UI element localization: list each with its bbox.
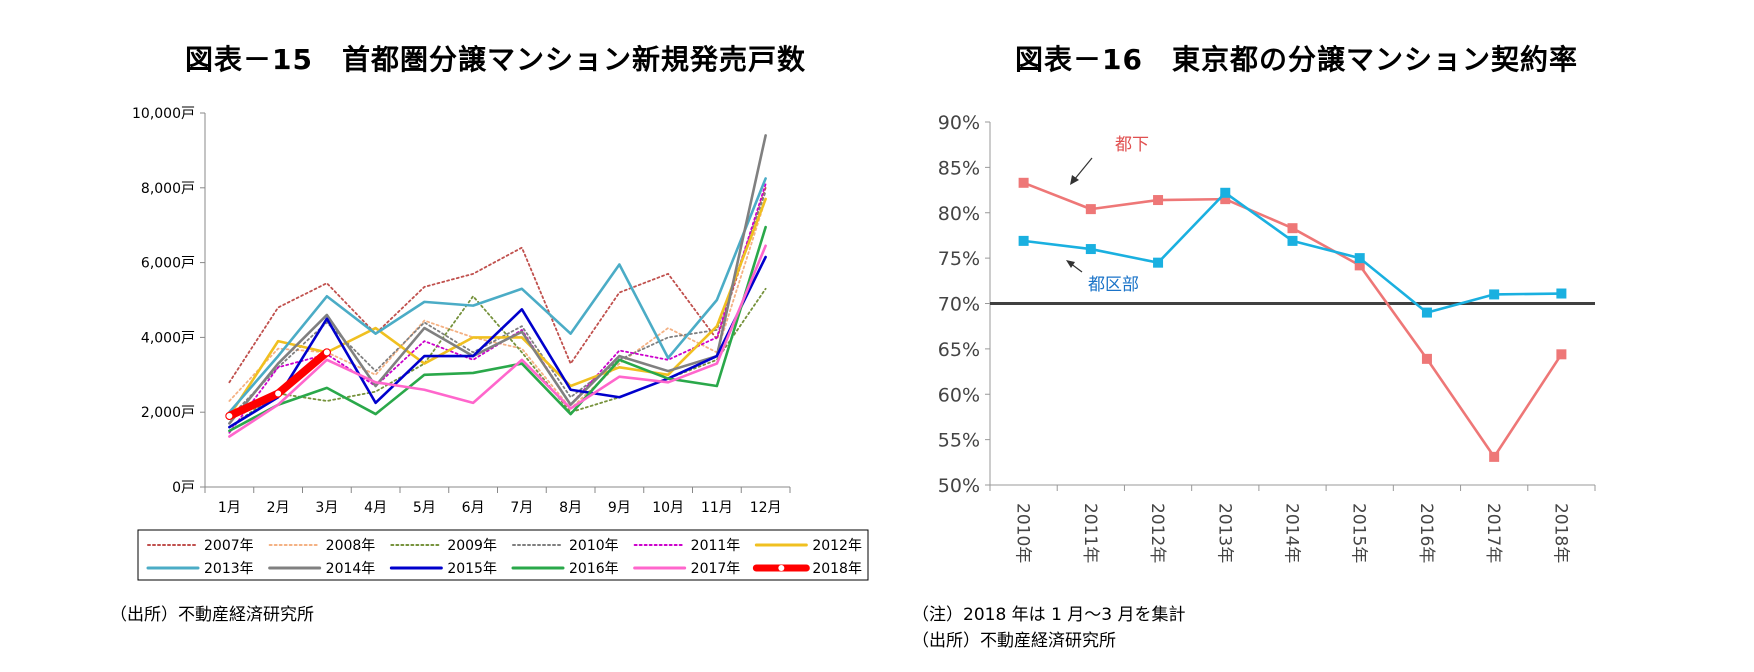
series-point-都区部 xyxy=(1421,307,1432,318)
series-line-2012年 xyxy=(228,197,767,418)
x-tick-label: 2014年 xyxy=(1282,503,1302,563)
right-chart-panel: 図表－16 東京都の分譲マンション契約率 50% 55% 60% 65% 70% 75% 8… xyxy=(900,0,1754,672)
series-line-2011年 xyxy=(228,183,767,434)
y-tick-label: 6,000戸 xyxy=(141,256,195,272)
y-tick-label: 0戸 xyxy=(172,480,195,496)
series-point-都区部 xyxy=(1287,235,1298,246)
x-tick-label: 1月 xyxy=(218,500,241,516)
legend-label: 2012年 xyxy=(812,538,862,554)
y-tick-label: 65% xyxy=(938,339,980,361)
x-tick-label: 5月 xyxy=(413,500,436,516)
annotation-arrowhead-toka xyxy=(1070,175,1079,185)
series-line-2014年 xyxy=(228,134,767,425)
x-tick-label: 9月 xyxy=(608,500,631,516)
series-point-都下 xyxy=(1489,451,1500,462)
series-point-都区部 xyxy=(1354,253,1365,264)
x-tick-label: 10月 xyxy=(652,500,684,516)
series-line-2013年 xyxy=(228,177,767,414)
legend-label: 2011年 xyxy=(691,538,741,554)
series-point-都下 xyxy=(1085,204,1096,215)
series-point-都区部 xyxy=(1489,289,1500,300)
series-point-2018年 xyxy=(322,348,331,357)
series-point-2018年 xyxy=(274,389,283,398)
series-line-2016年 xyxy=(228,225,767,433)
series-point-都下 xyxy=(1153,195,1164,206)
x-tick-label: 2013年 xyxy=(1214,503,1234,563)
series-line-2007年 xyxy=(228,186,767,384)
series-point-都区部 xyxy=(1018,235,1029,246)
x-tick-label: 2012年 xyxy=(1147,503,1167,563)
x-tick-label: 12月 xyxy=(750,500,782,516)
series-point-都区部 xyxy=(1085,244,1096,255)
legend-swatch-dot xyxy=(778,565,785,571)
x-tick-label: 4月 xyxy=(364,500,387,516)
series-point-都下 xyxy=(1354,260,1365,271)
right-chart-title: 図表－16 東京都の分譲マンション契約率 xyxy=(1015,43,1578,76)
legend-label: 2014年 xyxy=(326,561,376,577)
x-tick-label: 2016年 xyxy=(1416,503,1436,563)
legend-box xyxy=(137,529,869,581)
legend-label: 2007年 xyxy=(204,538,254,554)
x-tick-label: 2018年 xyxy=(1550,503,1570,563)
legend-label: 2013年 xyxy=(204,561,254,577)
y-tick-label: 10,000戸 xyxy=(132,106,195,122)
annotation-arrow-toka xyxy=(1073,157,1093,181)
annotation-arrowhead-kubu xyxy=(1066,260,1075,268)
series-point-都区部 xyxy=(1220,187,1231,198)
series-point-2018年 xyxy=(225,411,234,420)
y-tick-label: 85% xyxy=(938,157,980,179)
legend-label: 2016年 xyxy=(569,561,619,577)
x-tick-label: 2月 xyxy=(267,500,290,516)
y-tick-label: 60% xyxy=(938,384,980,406)
series-point-都区部 xyxy=(1556,288,1567,299)
x-tick-label: 8月 xyxy=(559,500,582,516)
legend-label: 2015年 xyxy=(447,561,497,577)
legend-label: 2009年 xyxy=(447,538,497,554)
y-tick-label: 90% xyxy=(938,112,980,134)
x-tick-label: 11月 xyxy=(701,500,733,516)
x-tick-label: 2010年 xyxy=(1013,503,1033,563)
y-tick-label: 50% xyxy=(938,475,980,497)
series-point-都下 xyxy=(1018,177,1029,188)
series-point-都下 xyxy=(1421,353,1432,364)
x-tick-label: 2017年 xyxy=(1483,503,1503,563)
series-point-都下 xyxy=(1556,349,1567,360)
legend-label: 2018年 xyxy=(812,561,862,577)
legend-label: 2008年 xyxy=(326,538,376,554)
y-tick-label: 55% xyxy=(938,430,980,452)
right-footnote: （注）2018 年は 1 月～3 月を集計 xyxy=(912,605,1186,625)
legend-label: 2010年 xyxy=(569,538,619,554)
x-tick-label: 2015年 xyxy=(1349,503,1369,563)
y-tick-label: 70% xyxy=(938,294,980,316)
left-chart-panel: 図表－15 首都圏分譲マンション新規発売戸数 0戸 2,000戸 4,000戸 6,0… xyxy=(110,43,869,625)
series-point-都下 xyxy=(1220,194,1231,205)
legend-label: 2017年 xyxy=(691,561,741,577)
left-chart-title: 図表－15 首都圏分譲マンション新規発売戸数 xyxy=(185,43,806,76)
series-point-都下 xyxy=(1287,223,1298,234)
x-tick-label: 3月 xyxy=(315,500,338,516)
x-tick-label: 2011年 xyxy=(1080,503,1100,563)
y-tick-label: 4,000戸 xyxy=(141,330,195,346)
monthly-supply-chart: 0戸 2,000戸 4,000戸 6,000戸 8,000戸 10,000戸 1月 2月 3月 4… xyxy=(132,106,869,581)
contract-rate-chart: 50% 55% 60% 65% 70% 75% 80% 85% 90% 2010年 2011年 201… xyxy=(938,112,1596,563)
annotation-toka: 都下 xyxy=(1115,135,1149,155)
y-tick-label: 2,000戸 xyxy=(141,405,195,421)
x-tick-label: 7月 xyxy=(510,500,533,516)
y-tick-label: 8,000戸 xyxy=(141,181,195,197)
y-tick-label: 80% xyxy=(938,203,980,225)
x-tick-label: 6月 xyxy=(462,500,485,516)
series-line-2010年 xyxy=(228,190,767,419)
series-point-都区部 xyxy=(1153,257,1164,268)
left-source-note: （出所）不動産経済研究所 xyxy=(110,605,314,625)
y-tick-label: 75% xyxy=(938,248,980,270)
series-line-2015年 xyxy=(228,255,767,429)
annotation-kubu: 都区部 xyxy=(1088,275,1139,295)
series-line-2017年 xyxy=(228,244,767,438)
right-source-note: （出所）不動産経済研究所 xyxy=(912,631,1116,651)
